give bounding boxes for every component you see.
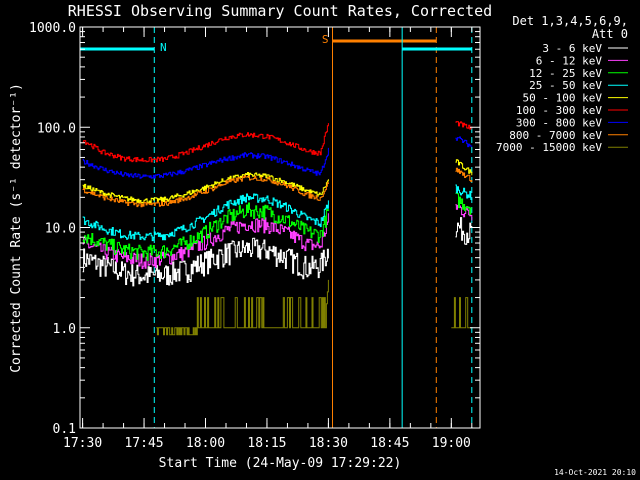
legend-label: 7000 - 15000 keV <box>496 141 602 154</box>
series-line-3-6-kev-part-2 <box>455 217 473 245</box>
flag-label-saa: S <box>322 33 329 46</box>
x-tick-label: 18:30 <box>309 436 348 451</box>
legend-label: 100 - 300 keV <box>516 104 602 117</box>
legend-label: 3 - 6 keV <box>542 42 602 55</box>
y-tick-label: 10.0 <box>45 222 76 237</box>
series-line-300-800-kev-part-1 <box>82 147 329 179</box>
series-line-3-6-kev-part-1 <box>82 237 329 287</box>
legend-title-line-2: Att 0 <box>592 27 628 41</box>
footer-date: 14-Oct-2021 20:10 <box>554 468 636 477</box>
x-tick-label: 17:45 <box>124 436 163 451</box>
series-line-25-50-kev-part-2 <box>455 184 473 200</box>
x-axis-label: Start Time (24-May-09 17:29:22) <box>159 456 402 471</box>
series-line-7000-15000-kev-part-2 <box>451 297 472 329</box>
y-tick-label: 1000.0 <box>29 21 76 36</box>
legend-label: 12 - 25 keV <box>529 67 602 80</box>
x-tick-label: 19:00 <box>432 436 471 451</box>
y-axis-label: Corrected Count Rate (s⁻¹ detector⁻¹) <box>9 83 24 373</box>
x-tick-label: 18:15 <box>247 436 286 451</box>
series-line-100-300-kev-part-2 <box>455 121 473 130</box>
legend-label: 300 - 800 keV <box>516 116 602 129</box>
legend-title-line-1: Det 1,3,4,5,6,9, <box>512 14 628 28</box>
x-tick-label: 17:30 <box>63 436 102 451</box>
flag-label-night: N <box>160 41 167 54</box>
series-line-25-50-kev-part-1 <box>82 193 329 242</box>
legend-label: 25 - 50 keV <box>529 79 602 92</box>
y-tick-label: 100.0 <box>37 121 76 136</box>
series-line-300-800-kev-part-2 <box>455 136 473 148</box>
series-line-50-100-kev-part-2 <box>455 159 473 176</box>
chart-title: RHESSI Observing Summary Count Rates, Co… <box>68 2 492 20</box>
axes: 17:30 17:45 18:00 18:15 18:30 18:45 19:00 0.1 1.… <box>29 21 480 451</box>
legend-label: 6 - 12 keV <box>536 54 603 67</box>
series-line-800-7000-kev-part-1 <box>82 175 329 208</box>
x-tick-label: 18:45 <box>370 436 409 451</box>
y-tick-label: 0.1 <box>53 422 76 437</box>
y-tick-label: 1.0 <box>53 322 76 337</box>
series-line-800-7000-kev-part-2 <box>455 167 473 183</box>
legend-label: 800 - 7000 keV <box>509 129 602 142</box>
series-line-12-25-kev-part-2 <box>455 192 473 215</box>
series-layer <box>82 121 473 336</box>
x-tick-label: 18:00 <box>186 436 225 451</box>
series-line-100-300-kev-part-1 <box>82 123 329 163</box>
series-line-12-25-kev-part-1 <box>82 202 329 261</box>
series-line-7000-15000-kev-part-1 <box>156 279 329 336</box>
legend-label: 50 - 100 keV <box>523 92 603 105</box>
